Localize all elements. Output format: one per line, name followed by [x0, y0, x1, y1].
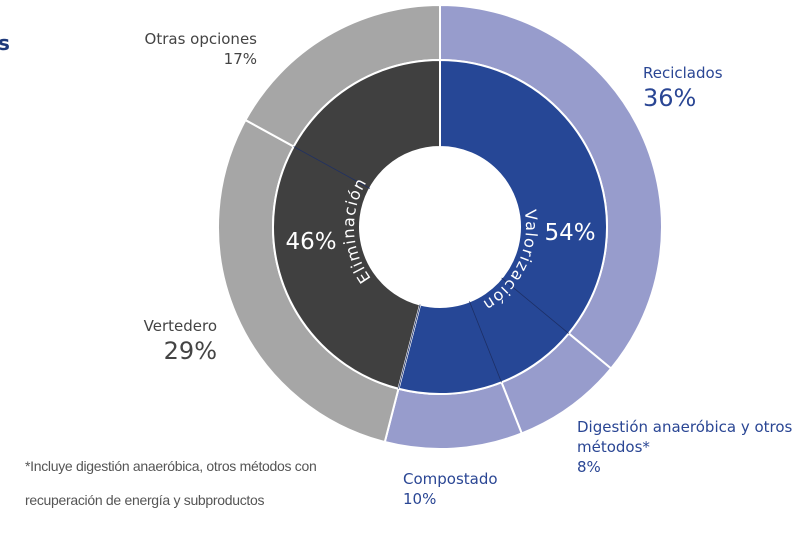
outer-name: Vertedero — [143, 317, 217, 335]
outer-name: Compostado — [403, 470, 498, 488]
outer-label: Compostado 10% — [403, 469, 523, 509]
outer-label: Vertedero 29% — [67, 316, 217, 366]
outer-label: Reciclados 36% — [643, 63, 783, 113]
inner-slice — [272, 58, 441, 390]
inner-divider — [469, 301, 502, 383]
inner-value-label: 46% — [285, 229, 336, 255]
outer-name: Reciclados — [643, 64, 723, 82]
inner-divider — [293, 146, 371, 189]
footnote: *Incluye digestión anaeróbica, otros mét… — [25, 458, 317, 474]
outer-value-label: 29% — [163, 337, 217, 365]
outer-value-label: 36% — [643, 84, 697, 112]
outer-label: Otras opciones 17% — [77, 29, 257, 69]
chart-title: s — [0, 31, 10, 55]
outer-name: Otras opciones — [144, 30, 257, 48]
inner-divider — [501, 277, 569, 334]
footnote: recuperación de energía y subproductos — [25, 492, 265, 508]
outer-label: Digestión anaeróbica y otros métodos* 8% — [577, 417, 802, 477]
outer-value-label: 10% — [403, 490, 437, 508]
inner-divider — [398, 304, 421, 389]
inner-value-label: 54% — [544, 220, 595, 246]
outer-name: Digestión anaeróbica y otros métodos* — [577, 418, 793, 456]
inner-slice — [397, 58, 608, 395]
outer-value-label: 17% — [223, 50, 257, 68]
outer-value-label: 8% — [577, 458, 601, 476]
